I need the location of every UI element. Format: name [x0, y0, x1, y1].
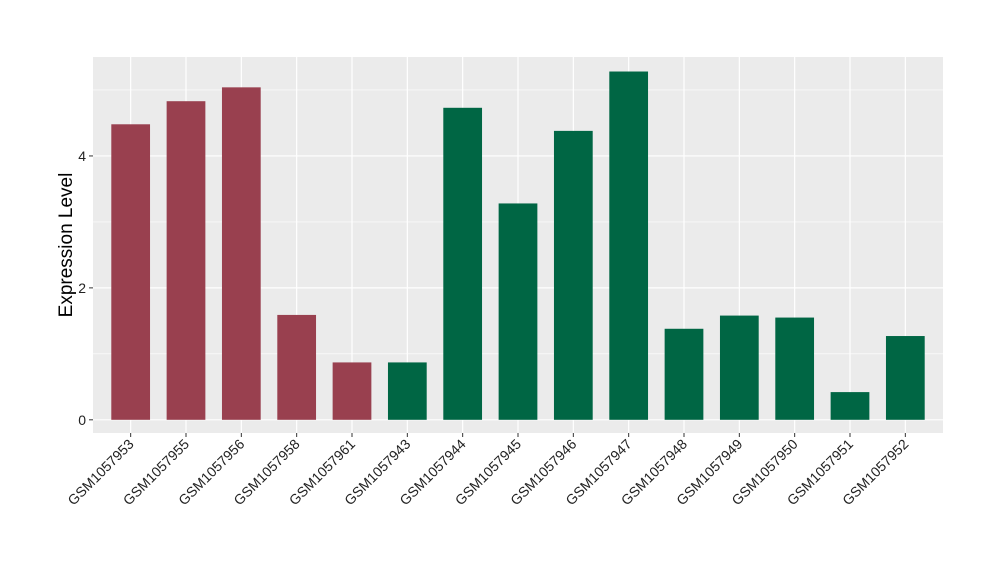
- x-axis-ticks: GSM1057953GSM1057955GSM1057956GSM1057958…: [64, 433, 911, 508]
- bar-GSM1057961: [333, 362, 372, 419]
- bar-GSM1057945: [499, 203, 538, 419]
- bar-GSM1057943: [388, 362, 427, 419]
- bar-GSM1057952: [886, 336, 925, 420]
- bar-GSM1057950: [775, 318, 814, 420]
- bar-GSM1057947: [609, 72, 648, 420]
- y-tick-label: 4: [78, 148, 86, 164]
- bar-GSM1057946: [554, 131, 593, 420]
- bar-GSM1057956: [222, 87, 261, 419]
- bar-GSM1057944: [443, 108, 482, 420]
- bar-GSM1057951: [831, 392, 870, 420]
- bar-GSM1057948: [665, 329, 704, 420]
- bar-GSM1057953: [111, 124, 150, 420]
- y-axis-title: Expression Level: [56, 173, 77, 318]
- y-tick-label: 2: [78, 280, 86, 296]
- bar-GSM1057949: [720, 316, 759, 420]
- y-tick-label: 0: [78, 412, 86, 428]
- y-axis-ticks: 0 2 4: [78, 148, 93, 428]
- bar-GSM1057955: [167, 101, 206, 420]
- bar-GSM1057958: [277, 315, 316, 420]
